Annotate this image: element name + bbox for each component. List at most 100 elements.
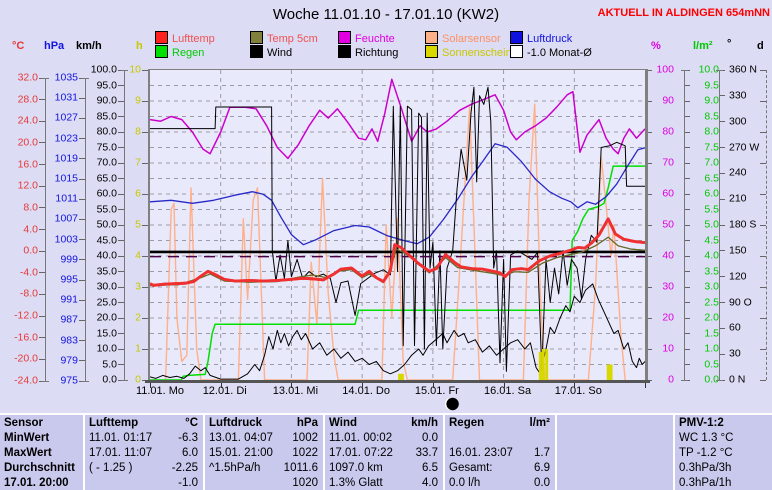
cell-label: Wind <box>329 416 357 429</box>
legend-label: Lufttemp <box>172 33 215 45</box>
legend-swatch-icon <box>250 31 263 44</box>
axis-tick <box>142 255 148 257</box>
axis-tick-label: 50.0 <box>96 218 117 231</box>
legend-label: Luftdruck <box>527 33 573 45</box>
axis-rail-cap <box>716 69 723 71</box>
x-axis-tick <box>291 383 293 388</box>
axis-tick-label: 1023 <box>54 132 78 145</box>
axis-tick <box>684 178 690 179</box>
axis-tick <box>719 353 725 355</box>
axis-tick-label: 90.0 <box>96 94 117 107</box>
legend-item-temp-5cm: Temp 5cm <box>250 31 318 45</box>
axis-rail-cap <box>42 380 49 382</box>
cell-label: 17.01. 11:07 <box>89 446 153 459</box>
x-axis-tick <box>503 383 505 388</box>
series-solarsensor <box>164 103 626 381</box>
table-cell-r0-c5 <box>557 415 673 430</box>
cell-value: 1002 <box>292 431 318 444</box>
x-axis-tick <box>432 383 434 388</box>
axis-tick-label: 8.0 <box>704 125 719 138</box>
axis-tick-label: 999 <box>60 253 78 266</box>
axis-tick-label: 20.0 <box>96 311 117 324</box>
axis-tick-label: 4.0 <box>23 223 38 235</box>
axis-tick <box>142 193 148 195</box>
cell-value: -1.0 <box>178 476 198 489</box>
left-axis-unit-°C: °C <box>12 40 25 52</box>
axis-tick <box>79 319 85 321</box>
axis-tick-label: 85.0 <box>96 110 117 122</box>
axis-tick-label: 7 <box>135 156 141 169</box>
axis-tick <box>719 276 725 278</box>
axis-tick <box>79 198 85 200</box>
cell-label: Regen <box>449 416 485 429</box>
axis-tick-label: 6.5 <box>704 172 719 184</box>
table-cell-r1-c4 <box>445 430 555 445</box>
cell-label: MaxWert <box>4 446 52 459</box>
axis-tick <box>719 250 725 252</box>
axis-tick <box>684 85 690 86</box>
axis-tick-label: 16.0 <box>17 158 38 171</box>
axis-tick-label: 9 <box>135 94 141 107</box>
axis-tick <box>118 255 124 257</box>
cell-label: 15.01. 21:00 <box>209 446 273 459</box>
axis-tick-label: 1007 <box>54 212 78 225</box>
d-axis-tick <box>760 286 766 288</box>
d-axis-rail <box>766 70 767 380</box>
axis-tick <box>142 131 148 133</box>
cell-label: WC 1.3 °C <box>679 431 734 444</box>
left-axis-unit-h: h <box>136 40 143 52</box>
x-axis-day-label: 17.01. So <box>554 385 602 397</box>
axis-rail <box>684 70 685 380</box>
d-axis-tick <box>760 69 766 71</box>
plot-border <box>645 69 648 381</box>
axis-tick <box>39 142 45 144</box>
cell-label: 0.0 l/h <box>449 476 481 489</box>
table-cell-r0-c6: PMV-1:2 <box>675 415 772 430</box>
axis-tick-label: -8.0 <box>19 287 38 300</box>
left-axis-unit-hPa: hPa <box>44 40 65 52</box>
cell-value: 1022 <box>292 446 318 459</box>
legend-label: Solarsensor <box>442 33 501 45</box>
table-cell-r4-c2: 1020 <box>205 475 323 490</box>
axis-tick <box>142 162 148 164</box>
axis-tick-label: 100 <box>656 63 674 76</box>
axis-tick <box>39 293 45 295</box>
series-feuchte <box>149 78 646 160</box>
cell-value: -6.3 <box>178 431 198 444</box>
axis-tick-label: 70 <box>662 156 674 169</box>
table-cell-r4-c6: 0.3hPa/1h <box>675 475 772 490</box>
axis-tick-label: 1011 <box>55 192 78 205</box>
cell-label: 0.3hPa/1h <box>679 476 732 489</box>
axis-tick-label: -16.0 <box>14 331 38 344</box>
axis-tick-label: 1003 <box>54 233 78 246</box>
page-title: Woche 11.01.10 - 17.01.10 (KW2) <box>272 6 500 23</box>
table-cell-r2-c1: 17.01. 11:07 6.0 <box>85 445 203 460</box>
axis-tick-label: 120 <box>729 270 747 283</box>
axis-tick <box>684 162 690 164</box>
axis-rail-cap <box>82 380 89 382</box>
axis-tick <box>39 207 45 209</box>
legend-label: Richtung <box>355 47 399 59</box>
axis-tick-label: 3.0 <box>704 280 719 293</box>
d-axis-tick <box>760 224 766 226</box>
d-axis-tick <box>760 131 766 133</box>
axis-tick-label: 0.5 <box>704 358 719 370</box>
right-axis-unit-l/m²: l/m² <box>693 40 713 52</box>
axis-tick-label: 4 <box>135 249 141 262</box>
axis-tick <box>118 271 124 272</box>
axis-tick-label: 8.0 <box>23 201 38 214</box>
axis-tick-label: 80 <box>662 125 674 138</box>
axis-tick <box>684 209 690 210</box>
axis-tick-label: 0.0 <box>23 244 38 257</box>
axis-tick-label: 210 <box>729 192 747 205</box>
table-cell-r3-c1: ( - 1.25 ) -2.25 <box>85 460 203 475</box>
axis-tick <box>39 315 45 317</box>
cell-label: ( - 1.25 ) <box>89 461 133 474</box>
axis-rail-cap <box>681 69 688 71</box>
table-cell-r3-c5 <box>557 460 673 475</box>
axis-tick-label: 987 <box>60 313 78 326</box>
axis-tick-label: 24.0 <box>17 114 38 127</box>
axis-tick-label: 75.0 <box>96 141 117 153</box>
cell-value: 0.0 <box>534 476 550 489</box>
cell-label: 11.01. 00:02 <box>329 431 393 444</box>
